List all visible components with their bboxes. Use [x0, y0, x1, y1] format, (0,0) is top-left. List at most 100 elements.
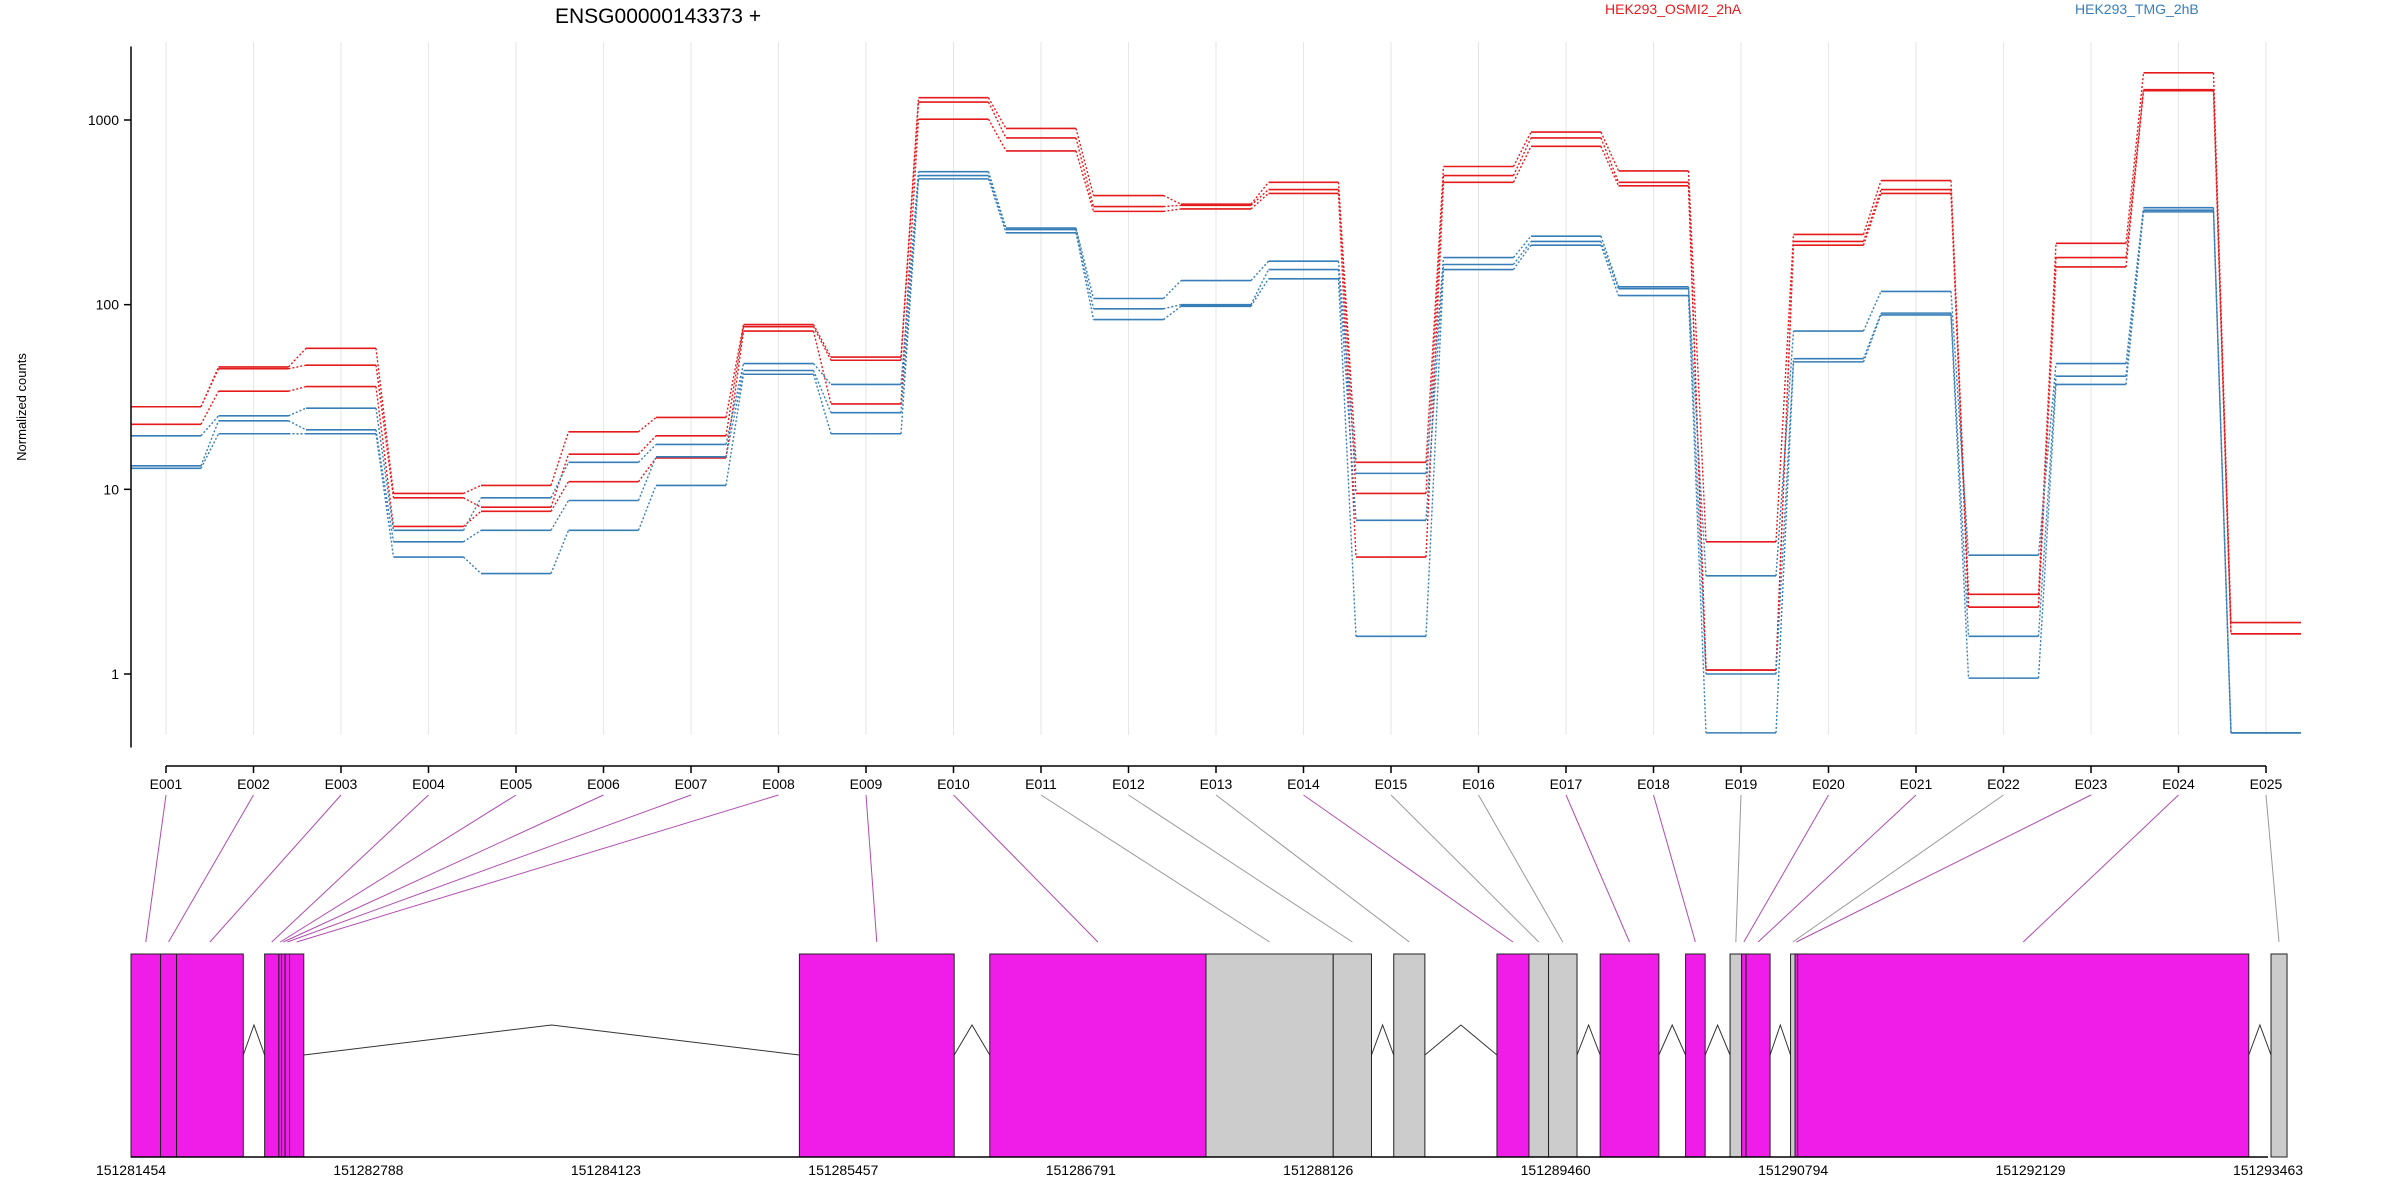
series-connector — [1337, 269, 1357, 521]
series-connector — [1425, 175, 1445, 494]
series-connector — [1250, 260, 1270, 282]
series-connector — [1512, 235, 1532, 258]
series-connector — [1075, 229, 1095, 309]
series-connector — [463, 497, 482, 508]
series-connector — [637, 443, 657, 463]
x-tick-label: E012 — [1112, 776, 1145, 792]
series-connector — [1512, 137, 1532, 176]
series-connector — [200, 390, 220, 425]
series-connector — [637, 457, 657, 483]
series-connector — [375, 348, 395, 494]
series-connector — [725, 326, 745, 436]
series-connector — [462, 497, 482, 531]
series-connector — [550, 431, 570, 486]
chart-title: ENSG00000143373 + — [555, 5, 761, 28]
series-connector — [1425, 269, 1445, 637]
series-connector — [1775, 245, 1795, 671]
exon-connector — [2265, 794, 2280, 943]
series-connector — [900, 119, 920, 404]
x-tick-label: E016 — [1462, 776, 1495, 792]
series-connector — [637, 435, 657, 455]
series-connector — [1163, 194, 1182, 205]
series-connector — [900, 171, 920, 385]
series-connector — [288, 420, 307, 431]
series-connector — [1425, 182, 1445, 558]
series-connector — [1775, 234, 1795, 542]
series-connector — [1250, 181, 1270, 205]
series-connector — [1600, 244, 1620, 296]
exon-connector — [953, 794, 1099, 943]
exon-box-e008 — [289, 953, 305, 1158]
series-connector — [1250, 278, 1270, 307]
x-tick-label: E018 — [1637, 776, 1670, 792]
exon-connector — [1735, 794, 1742, 943]
series-connector — [1687, 170, 1707, 542]
intron-line — [1658, 1023, 1687, 1056]
series-connector — [550, 453, 570, 508]
y-tick-label: 10 — [103, 481, 119, 497]
series-connector — [550, 530, 570, 574]
series-connector — [725, 363, 745, 445]
y-tick-label: 1 — [111, 666, 119, 682]
exon-connector — [1215, 794, 1410, 943]
series-connector — [200, 415, 220, 437]
exon-box-e002 — [160, 953, 178, 1158]
series-connector — [1600, 235, 1620, 287]
series-connector — [2212, 211, 2232, 733]
gene-model: 151281454 151282788 151284123 151285457 1512… — [96, 953, 2303, 1178]
x-tick-label: E023 — [2075, 776, 2108, 792]
exon-box-e024 — [1797, 953, 2250, 1158]
series-connector — [812, 374, 832, 434]
genomic-tick-label: 151289460 — [1521, 1162, 1591, 1178]
series-connector — [1512, 244, 1532, 270]
exon-box-e018 — [1685, 953, 1706, 1158]
series-connector — [288, 385, 307, 392]
exon-connector — [1796, 794, 2092, 943]
series-connector — [1163, 204, 1182, 208]
series-connector — [1687, 185, 1707, 671]
genomic-tick-label: 151286791 — [1046, 1162, 1116, 1178]
x-tick-label: E017 — [1550, 776, 1583, 792]
exon-connectors — [145, 794, 2280, 943]
series-connector — [1250, 192, 1269, 210]
exon-box-e011 — [1205, 953, 1334, 1158]
series-connector — [637, 485, 657, 531]
series-connector — [812, 330, 832, 405]
axes: 1 10 100 1000 E001 E002 E003 E004 E005 E006 E007 E0… — [88, 46, 2283, 792]
exon-box-e021 — [1745, 953, 1771, 1158]
series-connector — [375, 365, 395, 498]
x-tick-label: E002 — [237, 776, 270, 792]
exon-box-e022 — [1790, 953, 1796, 1158]
legend-entry-tmg: HEK293_TMG_2hB — [2075, 1, 2199, 17]
exon-connector — [2022, 794, 2179, 943]
series-connector — [1075, 227, 1095, 299]
series-connector — [375, 433, 395, 558]
exon-connector — [279, 794, 517, 943]
series-connector — [1337, 193, 1357, 558]
x-tick-label: E022 — [1987, 776, 2020, 792]
series-connector — [1775, 330, 1795, 576]
exon-box-e019 — [1729, 953, 1743, 1158]
series-connector — [375, 429, 395, 542]
genomic-tick-label: 151281454 — [96, 1162, 166, 1178]
exon-connector — [865, 794, 878, 943]
series-connector — [287, 347, 307, 368]
x-tick-label: E008 — [762, 776, 795, 792]
exon-connector — [168, 794, 254, 943]
series-connector — [1162, 280, 1182, 299]
genomic-tick-label: 151284123 — [571, 1162, 641, 1178]
x-tick-label: E006 — [587, 776, 620, 792]
series-connector — [550, 462, 570, 499]
series-connector — [725, 370, 745, 457]
series-connector — [1163, 208, 1182, 213]
series-connector — [987, 101, 1007, 139]
exon-box-e001 — [130, 953, 162, 1158]
series-connector — [2212, 90, 2232, 634]
series-connector — [1862, 189, 1882, 242]
series-connector — [812, 363, 832, 385]
x-tick-label: E014 — [1287, 776, 1320, 792]
exon-connector — [1303, 794, 1514, 943]
series-connector — [550, 481, 570, 512]
